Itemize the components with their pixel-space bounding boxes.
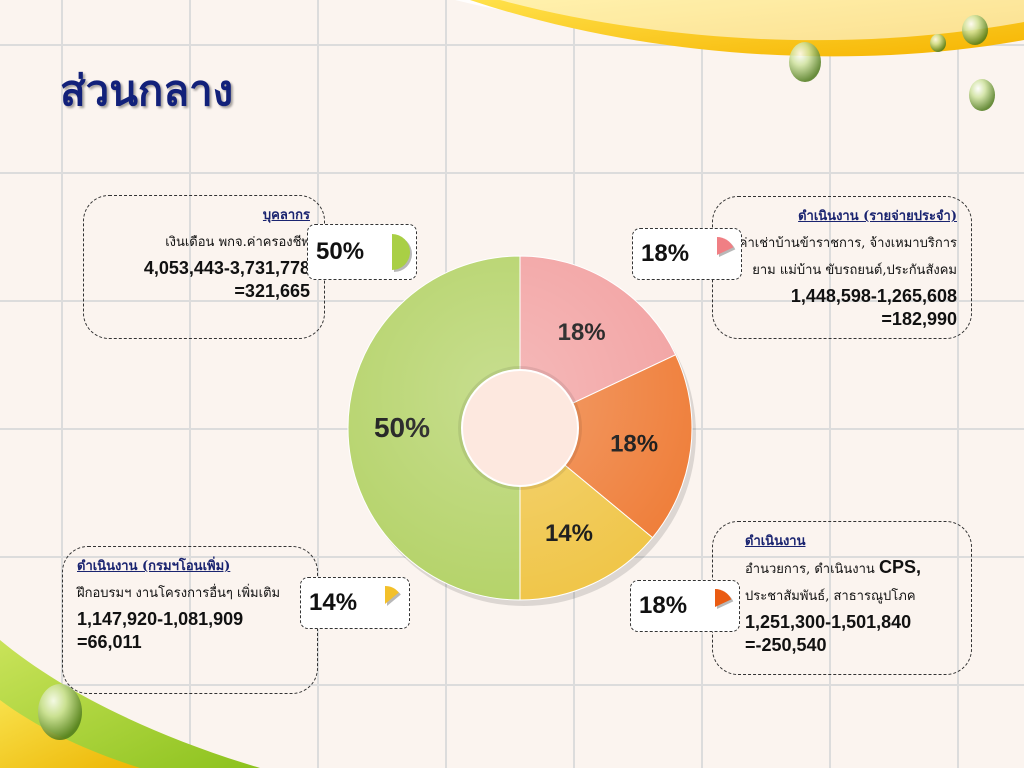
donut-chart: 18%18%14%50% xyxy=(347,255,696,606)
box-heading: ดำเนินงาน (รายจ่ายประจำ) xyxy=(798,209,957,224)
donut-hole xyxy=(461,369,579,487)
info-box-operating: ดำเนินงาน อำนวยการ, ดำเนินงาน CPS, ประชา… xyxy=(712,521,972,675)
box-calculation: 1,251,300-1,501,840 xyxy=(745,612,912,632)
mini-pie-icon xyxy=(392,234,412,272)
box-result: =-250,540 xyxy=(745,635,827,655)
info-box-operating-regular: ดำเนินงาน (รายจ่ายประจำ) ค่าเช่าบ้านข้าร… xyxy=(712,196,972,339)
badge-percent: 14% xyxy=(309,589,358,616)
mini-pie-wedge xyxy=(715,589,732,607)
box-heading: ดำเนินงาน (กรมฯโอนเพิ่ม) xyxy=(77,559,231,574)
badge-personnel: 50% xyxy=(307,224,417,280)
box-calculation: 4,053,443-3,731,778 xyxy=(143,258,310,278)
mini-pie-wedge xyxy=(717,237,734,255)
badge-percent: 18% xyxy=(641,240,690,267)
mini-pie-wedge xyxy=(385,586,399,604)
box-description-1b: CPS, xyxy=(878,557,921,577)
badge-percent: 18% xyxy=(639,592,688,619)
mini-pie-icon xyxy=(385,586,401,606)
mini-pie-icon xyxy=(715,589,734,609)
box-description: ฝึกอบรมฯ งานโครงการอื่นๆ เพิ่มเติม xyxy=(77,586,281,601)
badge-operating: 18% xyxy=(630,580,740,632)
badge-operating-regular: 18% xyxy=(632,228,742,280)
box-calculation: 1,448,598-1,265,608 xyxy=(790,286,957,306)
box-heading: ดำเนินงาน xyxy=(745,534,806,549)
slide-title: ส่วนกลาง xyxy=(60,66,234,115)
info-box-personnel: บุคลากร เงินเดือน พกจ.ค่าครองชีพ 4,053,4… xyxy=(83,195,325,339)
badge-operating-transfer: 14% xyxy=(300,577,410,629)
box-description-1: ค่าเช่าบ้านข้าราชการ, จ้างเหมาบริการ xyxy=(738,236,957,251)
box-description-1: อำนวยการ, ดำเนินงาน CPS, xyxy=(745,557,957,579)
box-description-1a: อำนวยการ, ดำเนินงาน xyxy=(745,562,879,577)
badge-percent: 50% xyxy=(316,238,365,265)
box-description-2: ประชาสัมพันธ์, สาธารณูปโภค xyxy=(745,589,916,604)
box-result: =182,990 xyxy=(881,309,957,329)
box-result: =66,011 xyxy=(77,632,142,652)
mini-pie-wedge xyxy=(392,234,410,270)
info-box-operating-transfer: ดำเนินงาน (กรมฯโอนเพิ่ม) ฝึกอบรมฯ งานโคร… xyxy=(62,546,318,694)
box-description-2: ยาม แม่บ้าน ขับรถยนต์,ประกันสังคม xyxy=(752,263,957,278)
mini-pie-icon xyxy=(717,237,736,257)
box-heading: บุคลากร xyxy=(262,208,310,223)
box-description: เงินเดือน พกจ.ค่าครองชีพ xyxy=(165,235,310,250)
box-result: =321,665 xyxy=(234,281,310,301)
box-calculation: 1,147,920-1,081,909 xyxy=(77,609,244,629)
